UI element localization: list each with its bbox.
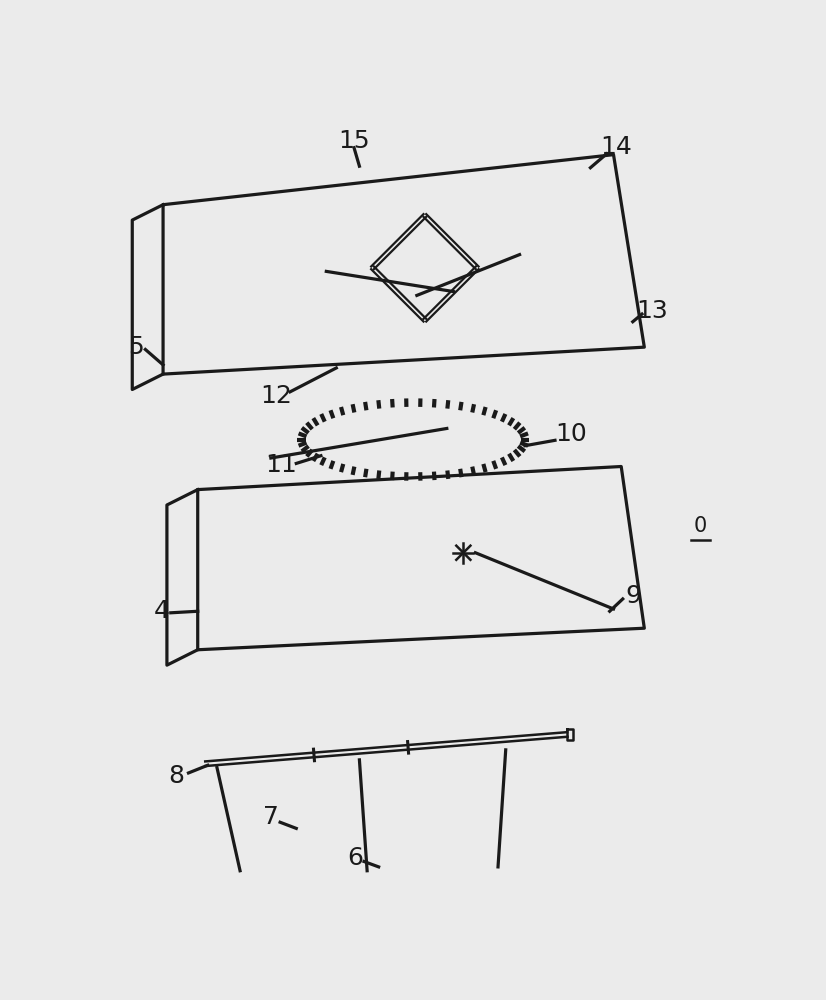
Text: 5: 5 xyxy=(128,335,144,359)
Text: 14: 14 xyxy=(600,135,632,159)
Text: 8: 8 xyxy=(169,764,184,788)
Text: 13: 13 xyxy=(636,299,668,323)
Text: 11: 11 xyxy=(265,453,297,477)
Text: 7: 7 xyxy=(263,805,279,829)
Text: 12: 12 xyxy=(260,384,292,408)
Text: 0: 0 xyxy=(694,516,707,536)
Text: 6: 6 xyxy=(348,846,363,870)
Text: 9: 9 xyxy=(625,584,642,608)
Text: 10: 10 xyxy=(555,422,587,446)
Text: 15: 15 xyxy=(338,129,370,153)
Text: 4: 4 xyxy=(154,599,169,623)
